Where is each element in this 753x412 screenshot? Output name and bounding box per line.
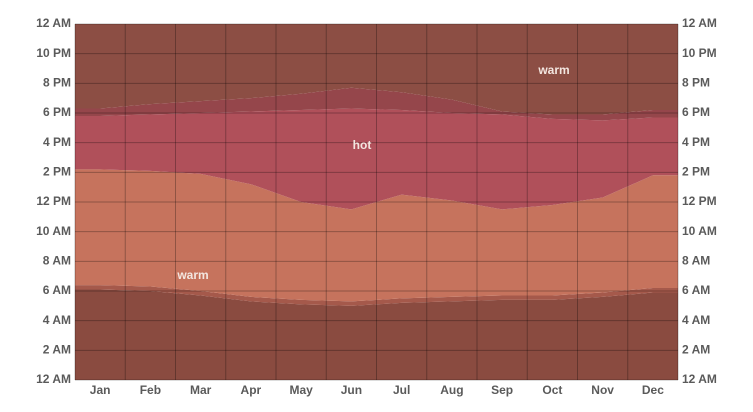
x-tick-label: Jan: [90, 383, 111, 397]
y-tick-label: 2 AM: [43, 343, 71, 357]
y-tick-label-right: 2 AM: [682, 343, 710, 357]
y-tick-label: 8 PM: [43, 76, 71, 90]
x-tick-label: Oct: [542, 383, 562, 397]
area: [75, 24, 678, 115]
y-tick-label-right: 10 PM: [682, 46, 717, 60]
y-tick-label: 8 AM: [43, 254, 71, 268]
y-tick-label: 2 PM: [43, 165, 71, 179]
y-tick-label: 12 AM: [36, 372, 71, 386]
y-tick-label: 12 PM: [36, 194, 71, 208]
area: [75, 108, 678, 210]
y-tick-label: 6 AM: [43, 283, 71, 297]
y-tick-label-right: 6 AM: [682, 283, 710, 297]
y-tick-label: 12 AM: [36, 16, 71, 30]
y-tick-label-right: 12 PM: [682, 194, 717, 208]
area: [75, 169, 678, 302]
y-tick-label-right: 4 AM: [682, 313, 710, 327]
x-tick-label: Feb: [140, 383, 161, 397]
area: [75, 87, 678, 121]
y-tick-label-right: 8 PM: [682, 76, 710, 90]
x-tick-label: Dec: [642, 383, 664, 397]
y-tick-label-right: 6 PM: [682, 105, 710, 119]
x-tick-label: Apr: [241, 383, 262, 397]
y-tick-label-right: 12 AM: [682, 16, 717, 30]
x-tick-label: May: [289, 383, 313, 397]
y-tick-label: 10 PM: [36, 46, 71, 60]
x-tick-label: Sep: [491, 383, 513, 397]
annotation: hot: [353, 138, 372, 152]
annotation: warm: [176, 268, 208, 282]
x-tick-label: Aug: [440, 383, 463, 397]
y-tick-label: 10 AM: [36, 224, 71, 238]
x-tick-label: Jun: [341, 383, 362, 397]
x-tick-label: Jul: [393, 383, 410, 397]
y-tick-label-right: 10 AM: [682, 224, 717, 238]
x-tick-label: Mar: [190, 383, 212, 397]
area: [75, 289, 678, 380]
y-tick-label-right: 12 AM: [682, 372, 717, 386]
area: [75, 285, 678, 306]
y-tick-label-right: 4 PM: [682, 135, 710, 149]
y-tick-label-right: 2 PM: [682, 165, 710, 179]
y-tick-label: 4 PM: [43, 135, 71, 149]
y-tick-label: 4 AM: [43, 313, 71, 327]
y-tick-label: 6 PM: [43, 105, 71, 119]
annotation: warm: [537, 63, 569, 77]
y-tick-label-right: 8 AM: [682, 254, 710, 268]
x-tick-label: Nov: [591, 383, 614, 397]
